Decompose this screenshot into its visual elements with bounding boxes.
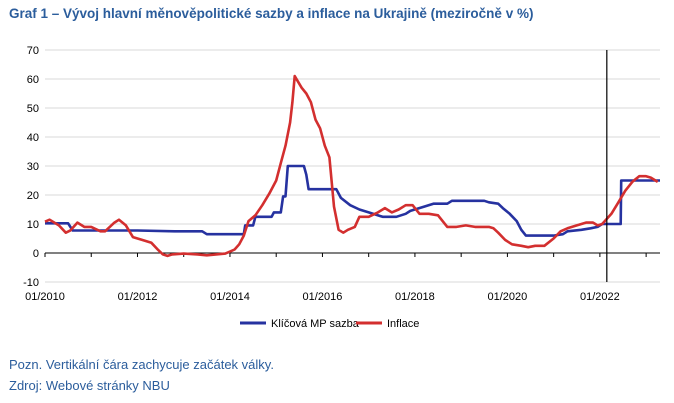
series-layer xyxy=(44,50,660,282)
y-tick-label: 0 xyxy=(33,248,39,260)
y-tick-label: 30 xyxy=(27,161,39,173)
x-tick-label: 01/2012 xyxy=(118,291,158,303)
source-note: Zdroj: Webové stránky NBU xyxy=(9,378,170,393)
x-tick-label: 01/2022 xyxy=(580,291,620,303)
y-tick-label: -10 xyxy=(23,277,39,289)
x-tick-label: 01/2014 xyxy=(210,291,250,303)
y-tick-label: 20 xyxy=(27,190,39,202)
series-line-1 xyxy=(44,74,659,258)
x-tick-label: 01/2010 xyxy=(25,291,65,303)
x-tick-label: 01/2016 xyxy=(303,291,343,303)
y-tick-label: 10 xyxy=(27,219,39,231)
x-tick-label: 01/2018 xyxy=(395,291,435,303)
footnote: Pozn. Vertikální čára zachycuje začátek … xyxy=(9,357,274,372)
chart-title: Graf 1 – Vývoj hlavní měnověpolitické sa… xyxy=(9,6,534,21)
axis-layer: -10 0 10 20 30 40 50 60 70 01/2010 01/2012 01/2014 0… xyxy=(23,45,660,303)
grid-layer xyxy=(45,49,660,283)
x-tick-label: 01/2020 xyxy=(488,291,528,303)
legend: Klíčová MP sazba Inflace xyxy=(240,318,419,330)
line-chart: -10 0 10 20 30 40 50 60 70 01/2010 01/2012 01/2014 0… xyxy=(23,45,660,330)
legend-label: Klíčová MP sazba xyxy=(271,318,360,330)
y-tick-label: 60 xyxy=(27,74,39,86)
y-tick-label: 70 xyxy=(27,45,39,57)
legend-label: Inflace xyxy=(387,318,419,330)
series-line-0 xyxy=(45,164,660,237)
y-tick-label: 40 xyxy=(27,132,39,144)
y-tick-label: 50 xyxy=(27,103,39,115)
